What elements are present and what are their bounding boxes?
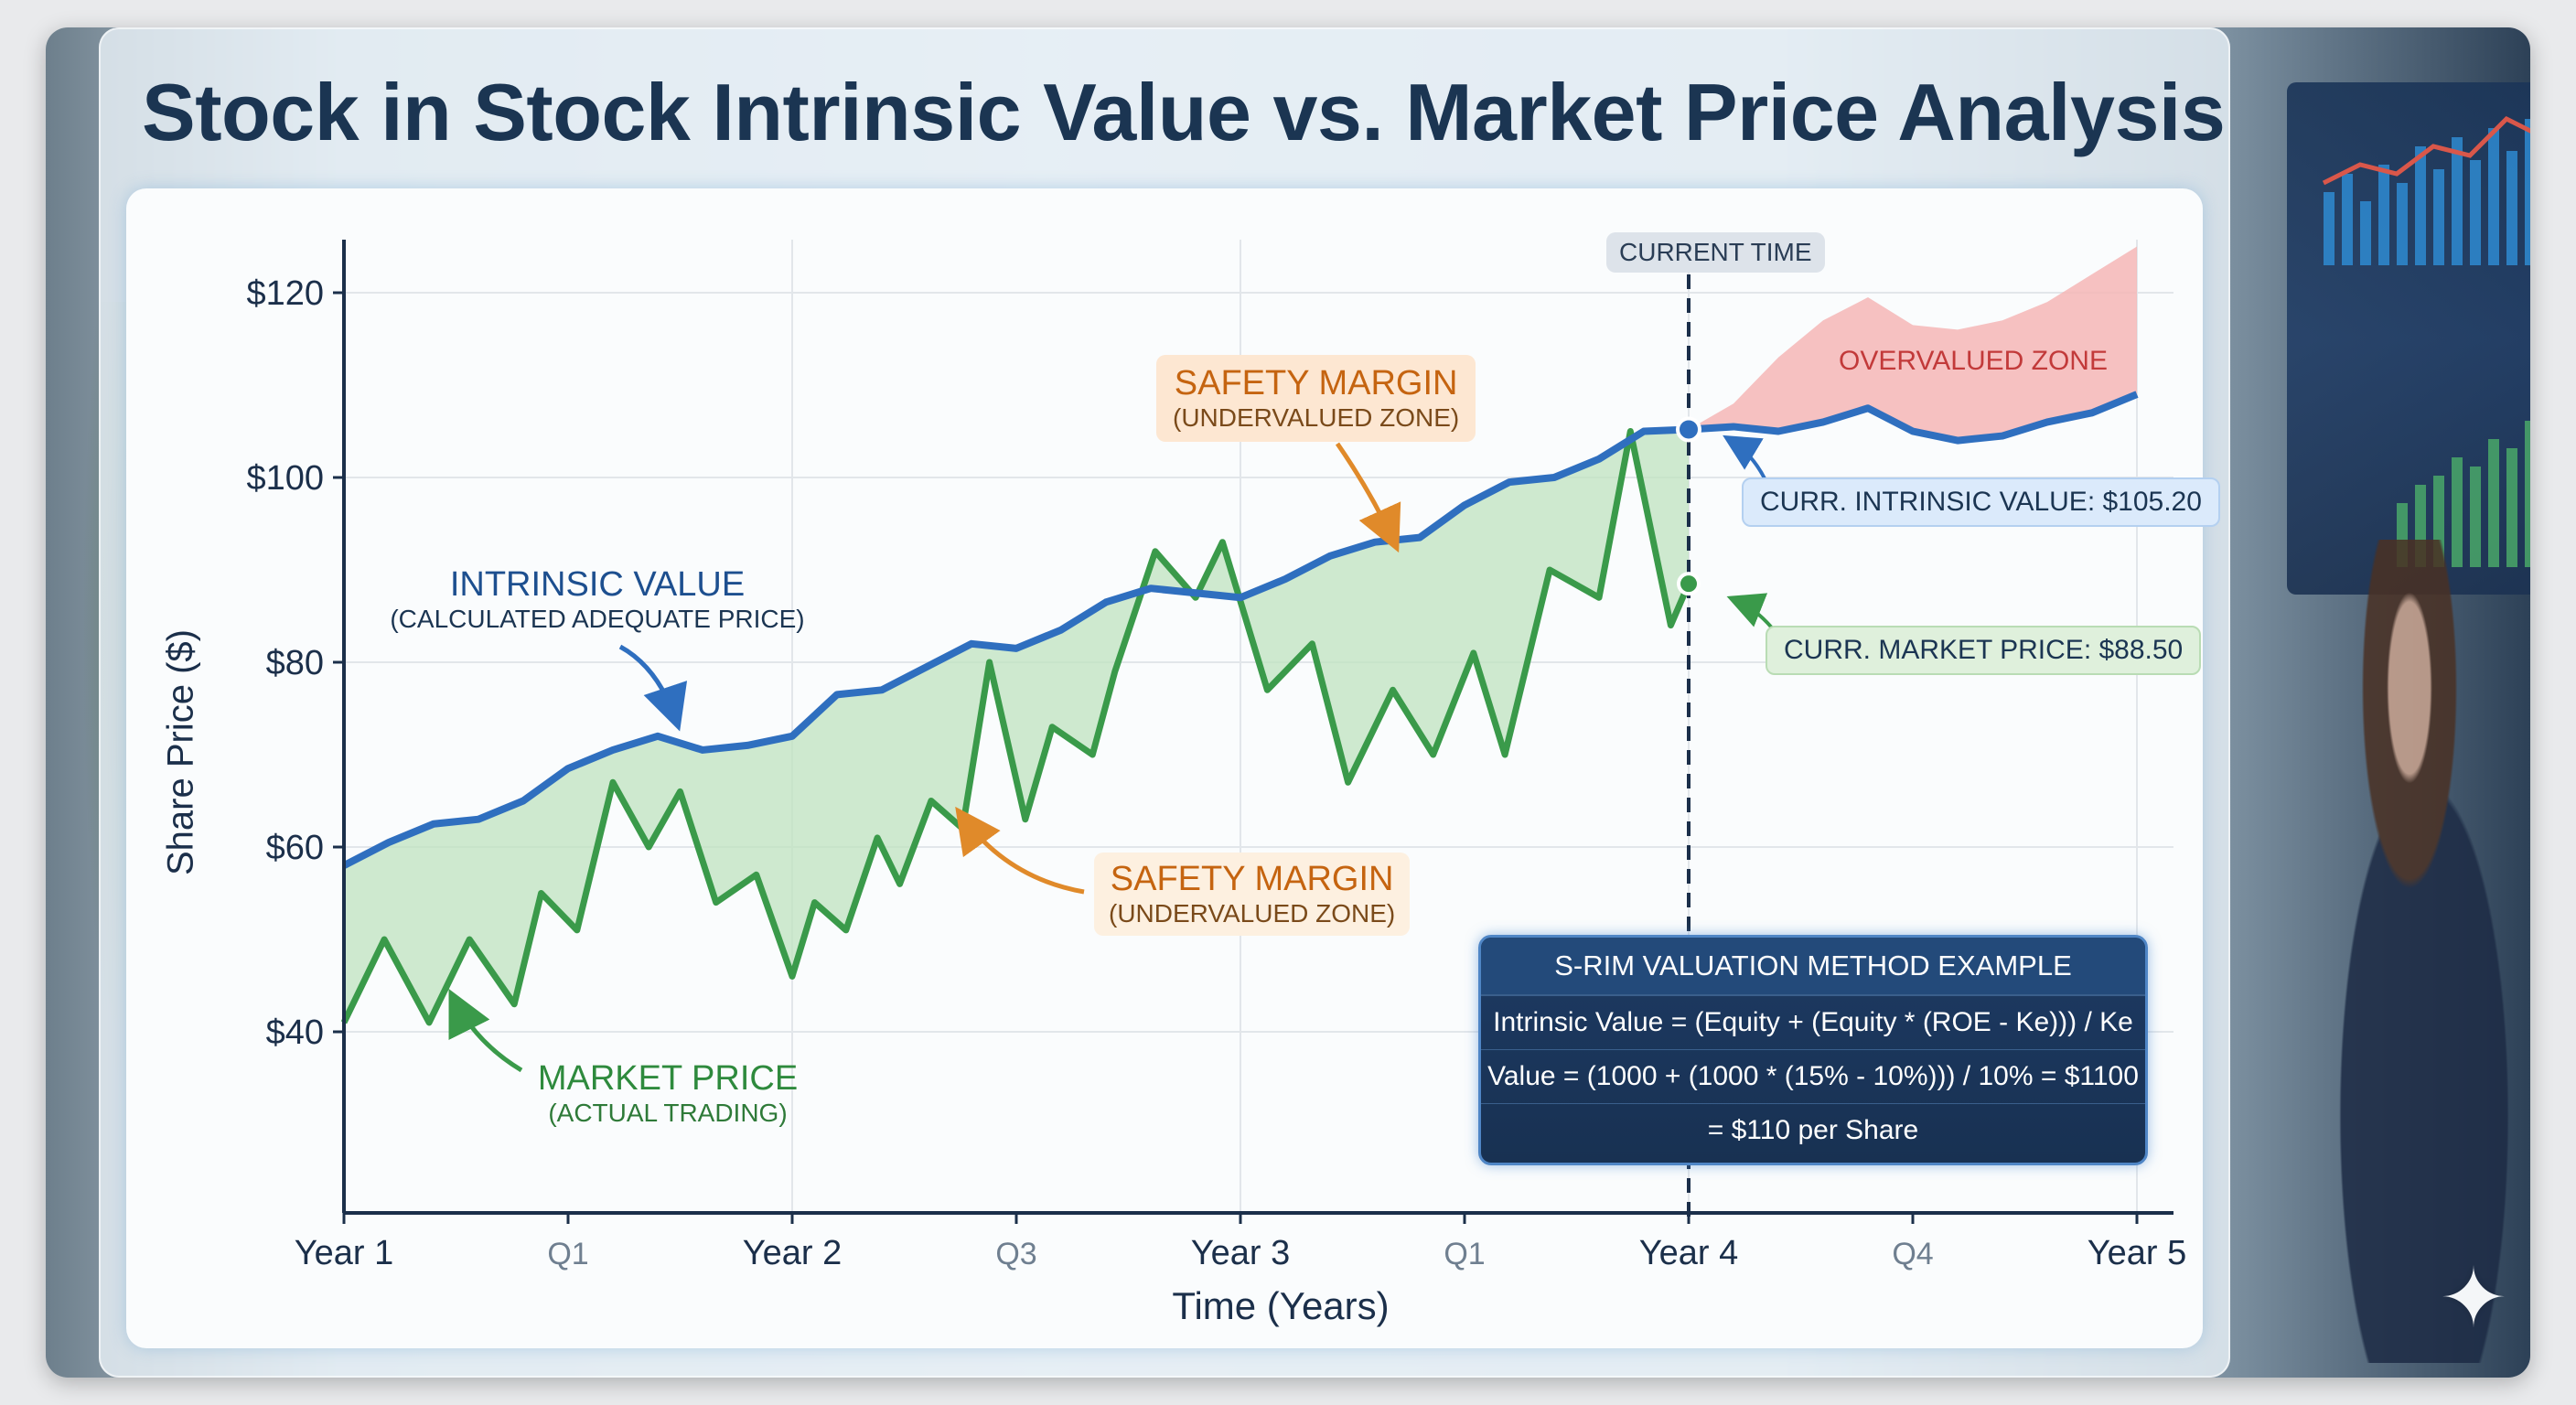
- curr-intrinsic-value-label: CURR. INTRINSIC VALUE: $105.20: [1742, 477, 2220, 527]
- safety-margin-title: SAFETY MARGIN: [1110, 860, 1394, 898]
- x-tick-label: Year 4: [1639, 1234, 1738, 1272]
- background-person: [2278, 540, 2530, 1363]
- y-tick-label: $40: [266, 1014, 324, 1052]
- safety-margin-area: [344, 429, 1689, 1023]
- x-tick-label: Year 2: [743, 1234, 842, 1272]
- intrinsic-label-arrow: [618, 644, 688, 732]
- overvalued-zone-area: [1689, 246, 2137, 441]
- y-tick-label: $100: [246, 459, 324, 498]
- axis-ticks: $40 $60 $80 $100 $120 Year 1 Q1 Year 2 Q3 Year 3 Q…: [246, 274, 2186, 1272]
- background-monitor-chart: [2322, 115, 2530, 567]
- safety-lower-arrow: [955, 806, 1085, 895]
- x-tick-label: Q1: [1444, 1237, 1485, 1271]
- safety-upper-arrow: [1335, 442, 1401, 553]
- intrinsic-value-label: INTRINSIC VALUE (CALCULATED ADEQUATE PRI…: [382, 565, 812, 634]
- page-title: Stock in Stock Intrinsic Value vs. Marke…: [142, 67, 2226, 157]
- market-price-label: MARKET PRICE (ACTUAL TRADING): [512, 1059, 823, 1128]
- safety-margin-label-lower: SAFETY MARGIN (UNDERVALUED ZONE): [1094, 853, 1411, 936]
- y-axis-label: Share Price ($): [160, 629, 201, 875]
- formula-line-2: Value = (1000 + (1000 * (15% - 10%))) / …: [1481, 1050, 2145, 1104]
- safety-margin-subtitle: (UNDERVALUED ZONE): [1109, 899, 1396, 928]
- market-price-subtitle: (ACTUAL TRADING): [548, 1099, 788, 1127]
- y-tick-label: $80: [266, 644, 324, 682]
- x-tick-label: Year 1: [295, 1234, 393, 1272]
- formula-line-3: = $110 per Share: [1707, 1115, 1919, 1145]
- overvalued-zone-label: OVERVALUED ZONE: [1839, 346, 2108, 376]
- y-tick-label: $120: [246, 274, 324, 313]
- y-axis-label-wrap: Share Price ($): [154, 629, 209, 875]
- formula-line-1: Intrinsic Value = (Equity + (Equity * (R…: [1481, 996, 2145, 1050]
- sparkle-icon: ✦: [2439, 1253, 2508, 1345]
- x-tick-label: Q3: [995, 1237, 1036, 1271]
- current-intrinsic-point: [1676, 416, 1701, 443]
- y-tick-label: $60: [266, 829, 324, 867]
- safety-margin-subtitle: (UNDERVALUED ZONE): [1173, 403, 1460, 432]
- intrinsic-value-line: [342, 391, 2139, 869]
- safety-margin-label-upper: SAFETY MARGIN (UNDERVALUED ZONE): [1156, 355, 1476, 442]
- x-tick-label: Q4: [1892, 1237, 1933, 1271]
- x-tick-label: Q1: [547, 1237, 588, 1271]
- curr-market-price-label: CURR. MARKET PRICE: $88.50: [1766, 626, 2202, 675]
- formula-box: S-RIM VALUATION METHOD EXAMPLE Intrinsic…: [1478, 935, 2148, 1165]
- market-price-title: MARKET PRICE: [537, 1059, 799, 1098]
- x-tick-label: Year 5: [2088, 1234, 2186, 1272]
- formula-title: S-RIM VALUATION METHOD EXAMPLE: [1481, 938, 2145, 996]
- market-label-arrow: [448, 989, 523, 1073]
- curr-market-arrow: [1726, 593, 1776, 633]
- current-market-point: [1677, 572, 1701, 596]
- intrinsic-value-title: INTRINSIC VALUE: [449, 565, 746, 604]
- safety-margin-title: SAFETY MARGIN: [1174, 364, 1458, 402]
- intrinsic-value-subtitle: (CALCULATED ADEQUATE PRICE): [390, 605, 805, 633]
- x-tick-label: Year 3: [1191, 1234, 1290, 1272]
- current-time-label: CURRENT TIME: [1606, 232, 1825, 273]
- x-axis-label: Time (Years): [1172, 1284, 1390, 1327]
- curr-intrinsic-arrow: [1723, 434, 1767, 481]
- market-price-line: [340, 428, 1692, 1026]
